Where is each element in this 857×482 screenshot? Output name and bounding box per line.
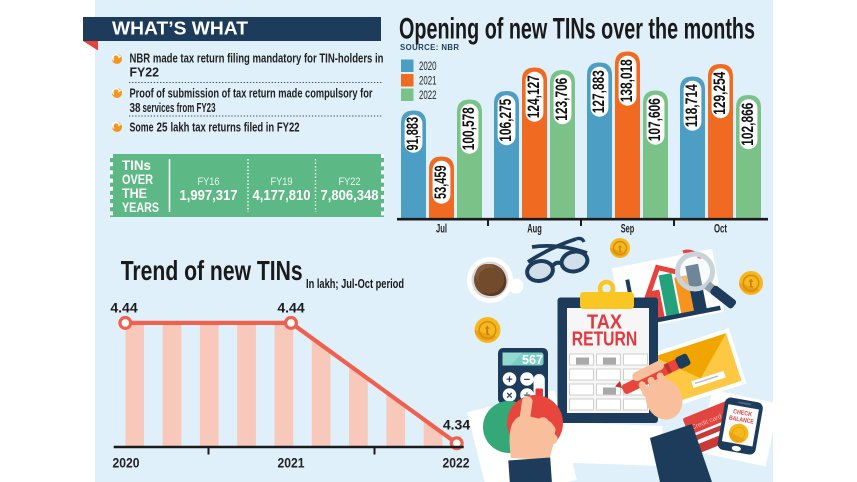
svg-text:4.34: 4.34 [443, 417, 470, 433]
svg-text:2021: 2021 [419, 74, 437, 88]
svg-text:BALANCE: BALANCE [728, 415, 754, 426]
svg-text:2020: 2020 [419, 59, 437, 73]
svg-text:SOURCE: NBR: SOURCE: NBR [400, 43, 459, 52]
svg-text:WHAT’S WHAT: WHAT’S WHAT [112, 18, 249, 39]
svg-text:123,706: 123,706 [552, 78, 571, 121]
svg-text:2021: 2021 [278, 456, 305, 471]
svg-text:7,806,348: 7,806,348 [321, 188, 379, 204]
svg-text:38: 38 [130, 100, 141, 115]
svg-text:25: 25 [157, 120, 168, 135]
svg-text:91,883: 91,883 [403, 117, 422, 151]
svg-text:YEARS: YEARS [122, 200, 159, 215]
svg-text:100,578: 100,578 [459, 107, 478, 150]
svg-text:THE: THE [122, 186, 147, 201]
svg-text:107,606: 107,606 [645, 98, 664, 141]
svg-text:567: 567 [522, 353, 543, 367]
svg-text:t: t [618, 244, 622, 255]
svg-text:124,127: 124,127 [524, 75, 543, 118]
svg-text:Oct: Oct [714, 222, 727, 236]
svg-text:4.44: 4.44 [277, 300, 304, 316]
svg-text:OVER: OVER [122, 172, 153, 187]
svg-text:102,866: 102,866 [738, 103, 757, 146]
svg-text:Trend of new TINs: Trend of new TINs [121, 255, 303, 286]
svg-text:Proof of submission of tax ret: Proof of submission of tax return made c… [130, 86, 373, 101]
svg-text:2022: 2022 [419, 88, 437, 102]
svg-text:t: t [749, 276, 754, 291]
svg-text:FY19: FY19 [271, 176, 293, 188]
svg-text:−: − [524, 374, 530, 386]
svg-text:+: + [506, 374, 512, 386]
svg-text:Aug: Aug [527, 222, 542, 236]
svg-text:53,459: 53,459 [431, 165, 450, 199]
svg-text:4.44: 4.44 [110, 300, 137, 316]
svg-text:lakh tax returns filed in FY22: lakh tax returns filed in FY22 [171, 120, 300, 135]
svg-text:CHECK: CHECK [733, 408, 753, 418]
svg-text:Some: Some [130, 120, 154, 135]
svg-text:÷: ÷ [524, 390, 530, 402]
svg-text:FY22: FY22 [130, 65, 160, 80]
svg-text:129,254: 129,254 [710, 71, 729, 114]
svg-text:1,997,317: 1,997,317 [180, 188, 238, 204]
svg-text:127,883: 127,883 [589, 70, 608, 113]
svg-text:Jul: Jul [436, 222, 447, 236]
svg-text:TINs: TINs [122, 158, 151, 173]
svg-text:106,275: 106,275 [496, 99, 515, 142]
svg-text:2022: 2022 [443, 456, 470, 471]
svg-text:NBR made tax return filing man: NBR made tax return filing mandatory for… [130, 51, 384, 66]
svg-text:Opening of new TINs over the m: Opening of new TINs over the months [399, 12, 755, 45]
svg-text:FY22: FY22 [339, 176, 361, 188]
svg-text:t: t [485, 322, 490, 338]
svg-text:In lakh; Jul-Oct period: In lakh; Jul-Oct period [306, 277, 404, 291]
svg-text:138,018: 138,018 [617, 59, 636, 102]
svg-text:TAX: TAX [587, 312, 623, 334]
svg-text:2020: 2020 [113, 456, 140, 471]
svg-text:×: × [506, 390, 512, 402]
svg-text:4,177,810: 4,177,810 [253, 188, 311, 204]
svg-text:Sep: Sep [621, 222, 635, 236]
svg-text:services from FY23: services from FY23 [143, 100, 216, 115]
svg-text:118,714: 118,714 [682, 84, 701, 127]
svg-text:FY16: FY16 [198, 176, 220, 188]
svg-text:RETURN: RETURN [572, 329, 638, 351]
